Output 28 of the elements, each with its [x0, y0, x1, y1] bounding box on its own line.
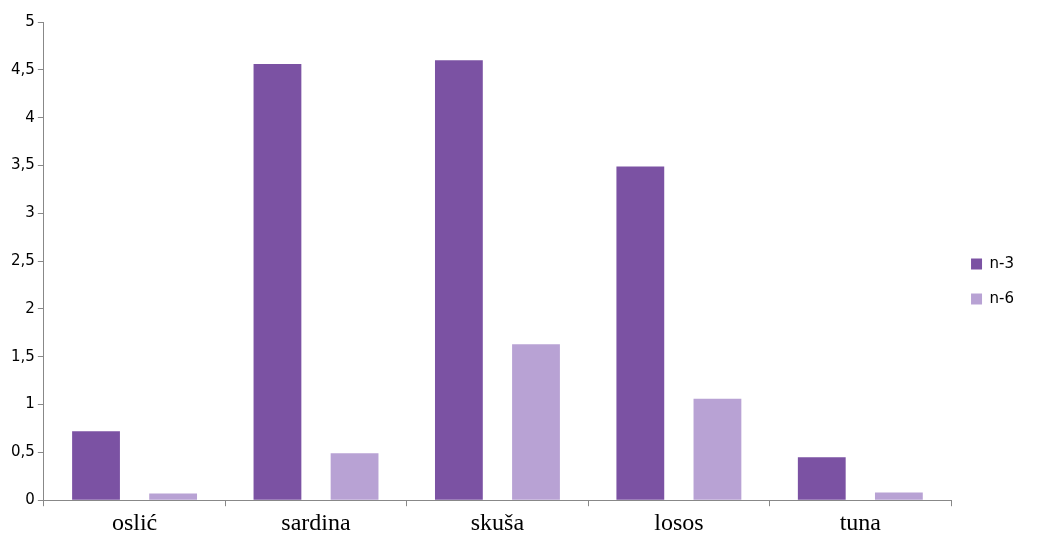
- x-tick-label: sardina: [281, 508, 352, 535]
- x-tick-label: oslić: [111, 508, 158, 535]
- bar: [797, 457, 846, 500]
- y-tick-label: 3,5: [11, 155, 35, 174]
- bar: [434, 60, 483, 500]
- x-tick-label: losos: [654, 508, 704, 535]
- y-tick-label: 1: [25, 394, 35, 413]
- bar: [72, 431, 120, 500]
- y-tick-label: 4,5: [11, 59, 35, 78]
- y-tick-label: 3: [25, 203, 35, 222]
- y-tick-label: 0: [25, 490, 35, 509]
- bar: [693, 398, 742, 500]
- y-tick-label: 2,5: [11, 250, 35, 269]
- y-tick-label: 2: [25, 298, 35, 317]
- y-tick-label: 0,5: [11, 442, 35, 461]
- y-tick-label: 5: [25, 11, 35, 30]
- bar: [874, 492, 923, 500]
- bar: [330, 453, 379, 500]
- y-tick-label: 4: [25, 107, 35, 126]
- legend-label: n-3: [989, 253, 1015, 272]
- x-tick-label: skuša: [470, 508, 525, 535]
- x-tick-label: tuna: [839, 508, 882, 535]
- bar: [253, 64, 302, 500]
- legend-label: n-6: [989, 288, 1015, 307]
- bar: [616, 166, 665, 500]
- bar: [512, 344, 560, 500]
- y-tick-label: 1,5: [11, 346, 35, 365]
- bar: [149, 493, 198, 500]
